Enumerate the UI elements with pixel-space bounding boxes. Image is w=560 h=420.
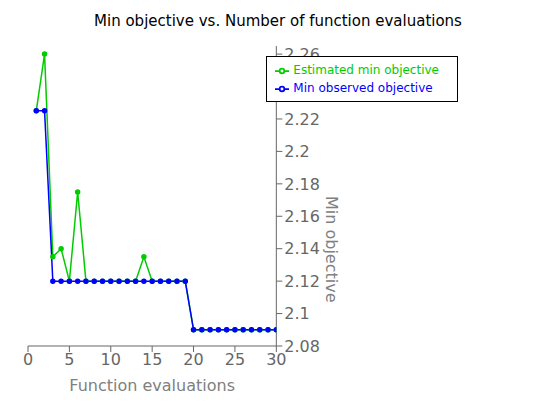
svg-text:2.08: 2.08 — [284, 337, 320, 356]
svg-text:2.1: 2.1 — [284, 304, 309, 323]
svg-text:Min objective: Min objective — [322, 196, 341, 303]
svg-text:2.26: 2.26 — [284, 45, 320, 64]
svg-text:20: 20 — [183, 350, 203, 369]
svg-text:2.12: 2.12 — [284, 272, 320, 291]
svg-text:15: 15 — [142, 350, 162, 369]
svg-text:2.24: 2.24 — [284, 77, 320, 96]
svg-text:2.16: 2.16 — [284, 207, 320, 226]
svg-text:2.18: 2.18 — [284, 175, 320, 194]
svg-text:2.22: 2.22 — [284, 110, 320, 129]
svg-text:25: 25 — [225, 350, 245, 369]
svg-text:Function evaluations: Function evaluations — [69, 376, 235, 395]
svg-text:5: 5 — [64, 350, 74, 369]
svg-text:2.14: 2.14 — [284, 239, 320, 258]
svg-text:10: 10 — [101, 350, 121, 369]
svg-text:2.2: 2.2 — [284, 142, 309, 161]
svg-text:0: 0 — [23, 350, 33, 369]
